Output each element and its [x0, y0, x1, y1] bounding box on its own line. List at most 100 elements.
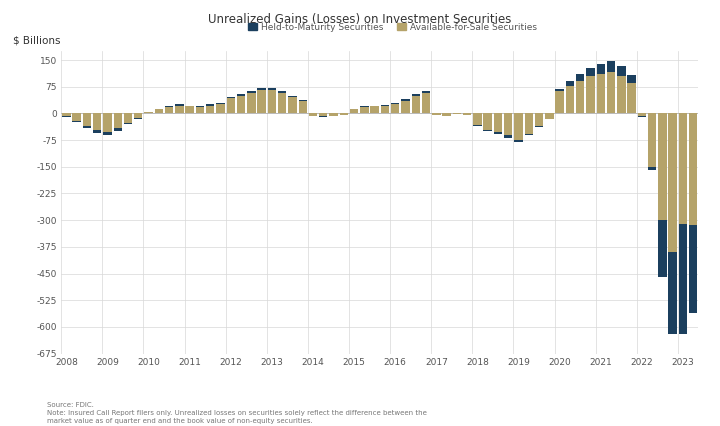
Bar [103, 132, 112, 135]
Bar [237, 95, 246, 113]
Bar [62, 113, 71, 116]
Bar [309, 113, 318, 115]
Bar [83, 113, 91, 126]
Bar [484, 113, 492, 130]
Bar [93, 113, 102, 130]
Text: Source: FDIC.
Note: Insured Call Report filers only. Unrealized losses on securi: Source: FDIC. Note: Insured Call Report … [47, 402, 427, 424]
Bar [566, 86, 574, 113]
Bar [597, 64, 605, 74]
Bar [627, 83, 636, 113]
Bar [586, 68, 595, 76]
Bar [576, 74, 585, 81]
Bar [668, 252, 677, 334]
Bar [175, 104, 184, 106]
Bar [689, 225, 698, 313]
Bar [494, 113, 503, 132]
Bar [371, 106, 379, 113]
Bar [134, 113, 143, 118]
Bar [360, 107, 369, 113]
Bar [360, 106, 369, 107]
Bar [463, 113, 472, 115]
Legend: Held-to-Maturity Securities, Available-for-Sale Securities: Held-to-Maturity Securities, Available-f… [245, 19, 540, 35]
Bar [299, 101, 307, 113]
Bar [473, 113, 482, 126]
Bar [165, 107, 174, 113]
Bar [227, 98, 235, 113]
Bar [278, 91, 287, 93]
Bar [216, 103, 225, 104]
Bar [227, 97, 235, 98]
Bar [545, 113, 554, 119]
Bar [350, 109, 359, 113]
Bar [73, 113, 81, 121]
Bar [216, 104, 225, 113]
Bar [114, 128, 122, 131]
Bar [247, 91, 256, 93]
Bar [124, 123, 132, 124]
Bar [206, 104, 215, 106]
Bar [566, 81, 574, 86]
Bar [442, 113, 451, 115]
Bar [196, 107, 204, 113]
Bar [165, 106, 174, 107]
Bar [268, 88, 276, 90]
Bar [144, 112, 153, 113]
Bar [422, 93, 431, 113]
Bar [514, 113, 523, 141]
Bar [381, 106, 389, 113]
Bar [504, 135, 513, 138]
Bar [288, 95, 297, 98]
Bar [196, 106, 204, 107]
Bar [124, 113, 132, 123]
Text: $ Billions: $ Billions [14, 35, 61, 45]
Bar [412, 95, 420, 113]
Bar [73, 121, 81, 122]
Bar [453, 113, 461, 115]
Bar [340, 113, 348, 115]
Bar [381, 105, 389, 106]
Bar [114, 113, 122, 128]
Bar [494, 132, 503, 134]
Bar [391, 103, 400, 104]
Bar [617, 76, 626, 113]
Bar [607, 72, 616, 113]
Bar [288, 98, 297, 113]
Bar [504, 113, 513, 135]
Bar [401, 101, 410, 113]
Bar [83, 126, 91, 128]
Bar [638, 116, 646, 117]
Bar [689, 113, 698, 225]
Bar [329, 113, 338, 115]
Bar [638, 113, 646, 116]
Bar [617, 66, 626, 76]
Bar [658, 113, 667, 220]
Bar [257, 90, 266, 113]
Bar [422, 91, 431, 93]
Bar [597, 74, 605, 113]
Bar [175, 106, 184, 113]
Bar [679, 113, 687, 224]
Bar [535, 113, 544, 126]
Bar [576, 81, 585, 113]
Bar [525, 134, 533, 135]
Bar [401, 99, 410, 101]
Bar [268, 90, 276, 113]
Bar [514, 141, 523, 142]
Bar [658, 220, 667, 277]
Bar [555, 89, 564, 91]
Bar [627, 75, 636, 83]
Bar [648, 167, 657, 170]
Bar [668, 113, 677, 252]
Bar [155, 109, 163, 113]
Bar [412, 94, 420, 95]
Bar [299, 100, 307, 101]
Bar [237, 94, 246, 95]
Bar [206, 106, 215, 113]
Text: Unrealized Gains (Losses) on Investment Securities: Unrealized Gains (Losses) on Investment … [208, 13, 512, 26]
Bar [555, 91, 564, 113]
Bar [391, 104, 400, 113]
Bar [432, 113, 441, 115]
Bar [257, 88, 266, 90]
Bar [134, 118, 143, 119]
Bar [648, 113, 657, 167]
